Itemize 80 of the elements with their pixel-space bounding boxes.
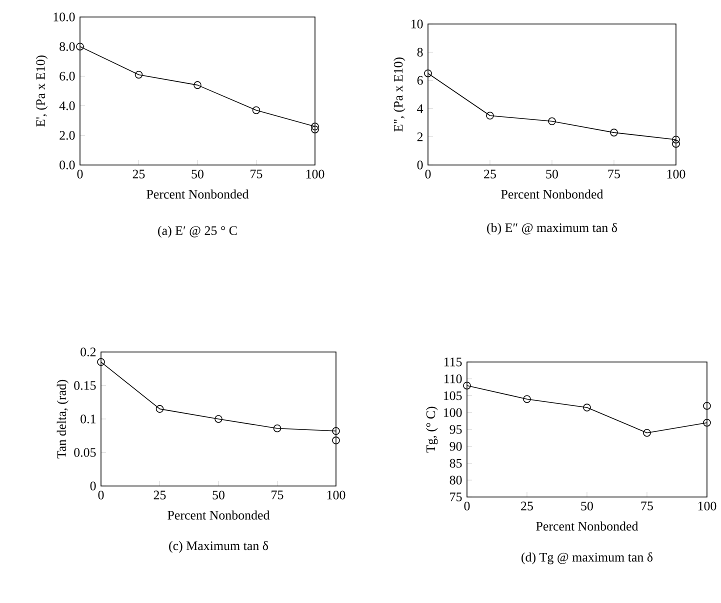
- y-tick-label: 0.0: [60, 160, 75, 170]
- x-tick-label: 100: [327, 490, 346, 500]
- x-axis-title: Percent Nonbonded: [168, 510, 270, 520]
- point: [252, 106, 260, 114]
- y-tick-label: 0.15: [74, 381, 96, 390]
- point: [672, 140, 680, 148]
- y-tick-label: 80: [450, 476, 462, 484]
- x-tick-label: 100: [698, 502, 716, 510]
- x-tick-label: 100: [667, 170, 686, 178]
- y-tick-label: 10: [411, 20, 423, 28]
- y-tick-label: 0: [90, 482, 96, 490]
- point: [703, 418, 711, 427]
- point: [548, 117, 556, 126]
- y-tick-label: 2.0: [60, 131, 75, 140]
- text: (c) Maximum tan δ: [169, 541, 268, 553]
- y-tick-label: 95: [450, 425, 462, 434]
- y-tick-label: 85: [450, 458, 462, 468]
- y-tick-label: 0: [417, 160, 423, 170]
- point: [463, 382, 471, 390]
- point: [523, 395, 531, 404]
- x-tick-label: 50: [581, 502, 593, 510]
- point: [672, 136, 680, 144]
- x-axis-title: Percent Nonbonded: [501, 189, 604, 199]
- x-tick-label: 50: [192, 170, 204, 178]
- y-tick-label: 4: [417, 104, 424, 113]
- y-tick-label: 6: [417, 76, 423, 85]
- x-tick-label: 25: [154, 490, 166, 500]
- x-axis-title: Percent Nonbonded: [146, 189, 249, 199]
- point: [311, 126, 319, 134]
- x-tick-label: 75: [250, 170, 262, 178]
- point: [332, 427, 340, 435]
- point: [134, 70, 143, 79]
- text: (d) Tg @ maximum tan δ: [522, 552, 653, 564]
- point: [424, 69, 432, 78]
- point: [311, 122, 319, 130]
- y-tick-label: 0.2: [80, 348, 96, 356]
- point: [332, 436, 340, 444]
- x-tick-label: 50: [546, 170, 558, 178]
- x-tick-label: 75: [272, 490, 284, 500]
- point: [156, 405, 164, 413]
- point: [97, 358, 105, 366]
- y-tick-label: 0.1: [80, 414, 96, 424]
- y-tick-label: 8: [417, 48, 423, 57]
- y-tick-label: 2: [417, 132, 423, 142]
- text: (b) E″ @ maximum tan δ: [487, 222, 617, 235]
- x-tick-label: 25: [484, 170, 496, 178]
- x-axis-title: Percent Nonbonded: [536, 521, 638, 531]
- y-tick-label: 110: [444, 374, 462, 384]
- y-tick-label: 8.0: [60, 42, 75, 52]
- point: [643, 428, 651, 437]
- point: [486, 112, 494, 120]
- x-tick-label: 100: [306, 170, 324, 178]
- x-tick-label: 25: [521, 502, 533, 510]
- y-tick-label: 105: [444, 391, 462, 400]
- y-tick-label: 90: [450, 442, 462, 451]
- x-tick-label: 25: [132, 170, 145, 178]
- point: [76, 42, 84, 51]
- y-axis-title: Tg, (° C): [426, 406, 438, 453]
- point: [583, 404, 591, 412]
- x-tick-label: 75: [608, 170, 620, 178]
- y-axis-title: Tan delta, (rad): [56, 380, 69, 458]
- x-tick-label: 0: [425, 170, 431, 178]
- y-tick-label: 115: [444, 358, 462, 366]
- y-tick-label: 6.0: [60, 72, 75, 81]
- x-tick-label: 50: [212, 490, 224, 500]
- point: [703, 402, 711, 410]
- point: [214, 415, 222, 423]
- y-tick-label: 4.0: [59, 101, 75, 110]
- point: [610, 128, 618, 136]
- point: [194, 81, 202, 89]
- y-tick-label: 0.05: [74, 448, 96, 457]
- point: [273, 424, 282, 432]
- y-tick-label: 100: [444, 408, 462, 417]
- y-axis-title: E", (Pa x E10): [394, 58, 406, 132]
- x-tick-label: 75: [641, 502, 653, 510]
- text: (a) E′ @ 25 ° C: [158, 226, 237, 238]
- y-tick-label: 10.0: [54, 12, 75, 22]
- x-tick-label: 0: [98, 490, 104, 500]
- y-axis-title: E', (Pa x E10): [36, 56, 48, 127]
- x-tick-label: 0: [464, 502, 470, 510]
